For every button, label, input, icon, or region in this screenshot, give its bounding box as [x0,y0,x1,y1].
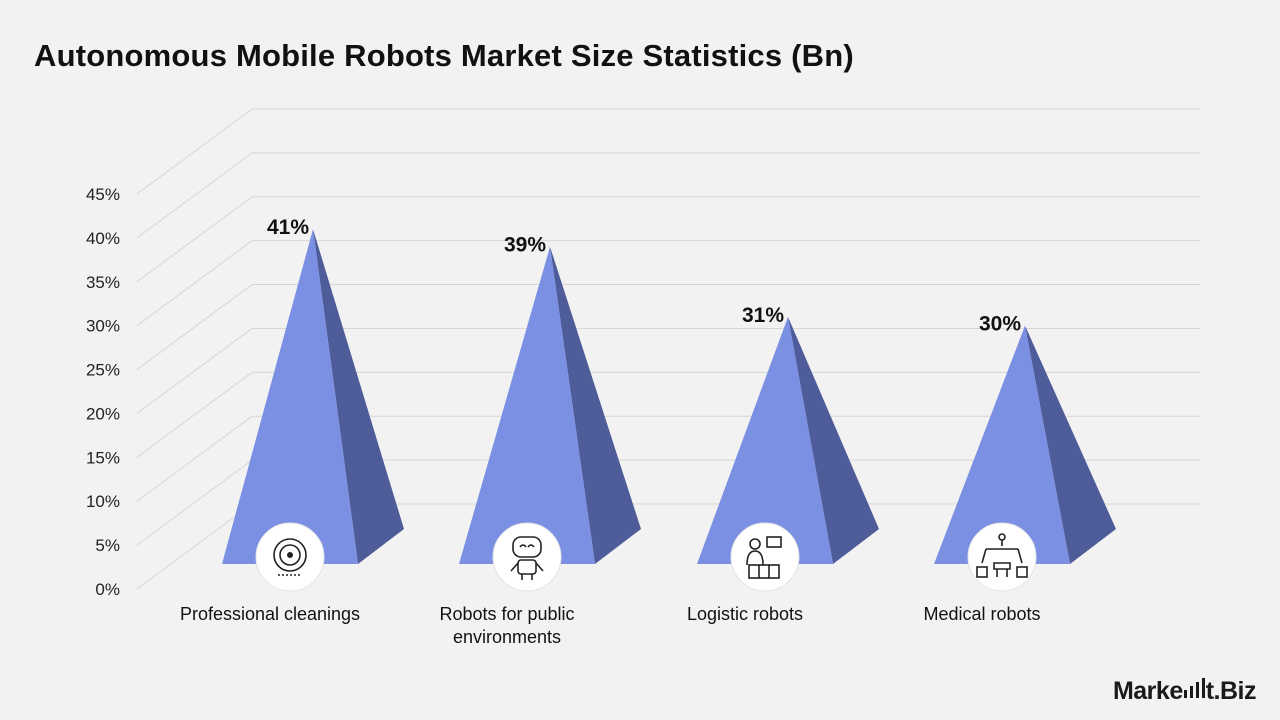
brand-name-right: t.Biz [1205,677,1257,705]
gridline-diagonal [136,196,253,283]
x-category-label: Medical robots [923,604,1040,624]
data-label: 39% [504,234,546,257]
icon-shape [758,565,770,578]
pyramid-front-face [459,246,595,564]
pyramid-bar: 41% [222,216,404,564]
gridline-diagonal [136,284,253,370]
gridline-diagonal [136,108,253,195]
y-tick-label: 30% [86,317,120,336]
icon-shape [976,566,988,578]
y-tick-label: 35% [86,273,120,292]
chart-title: Autonomous Mobile Robots Market Size Sta… [34,38,854,73]
icon-shape [766,536,782,548]
pyramid-front-face [222,229,358,564]
pyramid-front-face [697,316,833,564]
robotic-arms-icon [967,522,1037,592]
data-label: 31% [742,304,784,327]
y-tick-label: 15% [86,448,120,467]
pyramid-front-face [934,325,1070,564]
icon-shape [993,562,1011,577]
pyramid-bar: 39% [459,234,641,564]
icon-shape [279,544,301,566]
icon-shape [519,544,535,548]
icon-shape [749,538,761,550]
y-tick-label: 5% [95,536,120,555]
gridline-diagonal [136,328,253,414]
gridline-diagonal [136,240,253,327]
icon-shape [981,540,1023,564]
pyramid-side-face [1025,325,1116,564]
icon-shape [748,564,780,579]
gridline-diagonal [136,152,253,239]
y-tick-label: 10% [86,492,120,511]
icon-shape [287,552,293,558]
y-tick-label: 40% [86,229,120,248]
icon-shape [510,562,544,580]
bar-chart-icon [1183,678,1205,698]
robot-vacuum-icon [255,522,325,592]
gridline-diagonal [136,459,253,546]
y-tick-label: 45% [86,185,120,204]
gridline-diagonal [136,503,253,590]
x-category-label: Professional cleanings [180,604,360,624]
icon-shape [517,559,537,575]
gridline-diagonal [136,415,253,502]
icon-shape [746,550,764,566]
brand-name-left: Marke [1112,677,1183,705]
pyramid-side-face [788,316,879,564]
icon-badge [730,522,800,592]
pyramid-bar: 31% [697,304,879,564]
icon-shape [273,538,307,572]
pyramid-side-face [550,246,641,564]
pyramid-bar: 30% [934,313,1116,564]
delivery-worker-icon [730,522,800,592]
gridline-diagonal [136,371,253,458]
y-tick-label: 0% [95,580,120,599]
data-label: 30% [979,313,1021,336]
y-tick-label: 20% [86,404,120,423]
x-category-label: Robots for public [439,604,574,624]
brand-logo: Marke t.Biz [1112,677,1257,706]
data-label: 41% [267,216,309,239]
pyramid-side-face [313,229,404,564]
gridlines: 0% 5% 10% 15% 20% 25% 30% 35% 40% 45% [86,108,1200,599]
icon-shape [1016,566,1028,578]
icon-shape [512,536,542,558]
x-category-label: environments [453,627,561,647]
robot-head-icon [492,522,562,592]
y-tick-label: 25% [86,361,120,380]
icon-badge [967,522,1037,592]
x-category-label: Logistic robots [687,604,803,624]
